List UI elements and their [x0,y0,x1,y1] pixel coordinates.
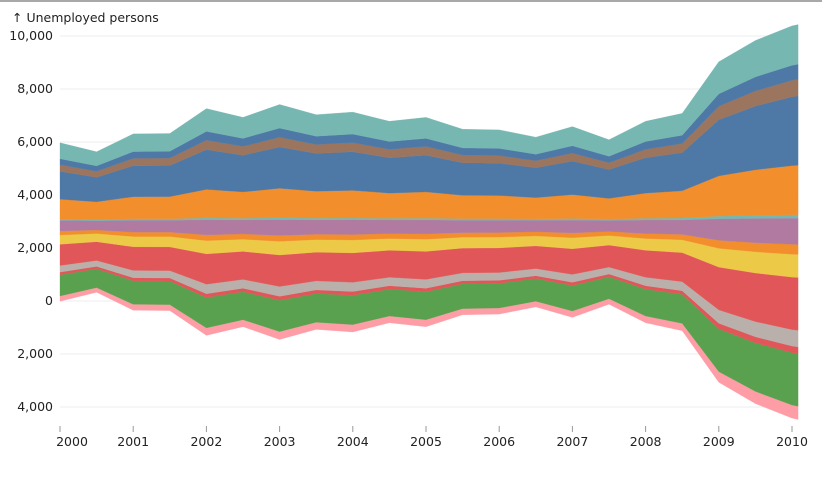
x-tick-label: 2002 [190,434,222,449]
y-tick-label: 6,000 [17,134,53,149]
x-tick-label: 2004 [337,434,369,449]
stream-layer-13 [59,24,799,167]
x-tick-label: 2009 [703,434,735,449]
y-tick-label: 0 [45,293,53,308]
y-tick-label: 4,000 [17,399,53,414]
x-tick-label: 2010 [776,434,808,449]
y-axis-label: ↑ Unemployed persons [12,10,159,25]
stream-layers [59,24,799,420]
y-tick-label: 2,000 [17,240,53,255]
x-tick-label: 2008 [630,434,662,449]
y-tick-label: 2,000 [17,346,53,361]
x-tick-label: 2005 [410,434,442,449]
x-tick-label: 2006 [483,434,515,449]
x-tick-label: 2000 [56,434,88,449]
y-tick-label: 10,000 [9,28,53,43]
x-tick-label: 2001 [117,434,149,449]
x-tick-label: 2007 [556,434,588,449]
x-axis: 2000 2001 2002 2003 2004 2005 2006 2007 2008 2009… [56,426,808,449]
y-tick-label: 8,000 [17,81,53,96]
y-tick-label: 4,000 [17,187,53,202]
x-tick-label: 2003 [264,434,296,449]
y-axis: 10,000 8,000 6,000 4,000 2,000 0 2,000 4,000 [9,28,53,414]
